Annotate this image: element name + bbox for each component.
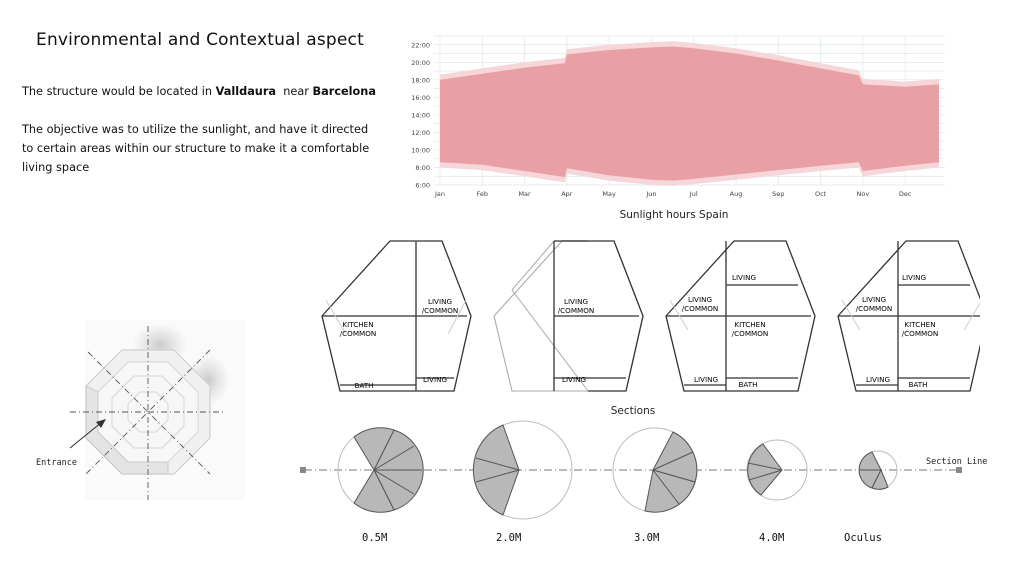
label-bath: BATH: [908, 380, 927, 389]
label-living: LIVING: [902, 273, 926, 282]
chart-bands: [440, 41, 939, 186]
axis-lines: [70, 326, 226, 500]
place-name: Valldaura: [215, 85, 277, 98]
label-living: LIVING: [688, 295, 712, 304]
y-tick-label: 18:00: [411, 76, 430, 84]
y-tick-label: 10:00: [411, 146, 430, 154]
x-tick-label: Feb: [477, 190, 489, 198]
section-0-5m: [337, 427, 424, 513]
city-name: Barcelona: [312, 85, 376, 98]
section-2-0m: [472, 420, 573, 520]
y-tick-label: 20:00: [411, 59, 430, 67]
label-living: LIVING: [428, 297, 452, 306]
section-label: Oculus: [844, 532, 882, 544]
x-axis: Jan Feb Mar Apr May Jun Jul Aug Sep Oct Nov Dec: [434, 190, 912, 198]
label-common: /COMMON: [856, 304, 893, 313]
sections-caption: Sections: [611, 405, 655, 417]
x-tick-label: Oct: [815, 190, 827, 198]
x-tick-label: Sep: [772, 190, 784, 198]
label-living: LIVING: [562, 375, 586, 384]
label-kitchen: KITCHEN: [734, 320, 765, 329]
section-line-end: [956, 467, 962, 473]
label-living: LIVING: [862, 295, 886, 304]
x-tick-label: Jun: [645, 190, 656, 198]
y-tick-label: 14:00: [411, 111, 430, 119]
page-title: Environmental and Contextual aspect: [36, 30, 364, 50]
label-living: LIVING: [732, 273, 756, 282]
section-3-0m: [612, 427, 698, 513]
location-prefix: The structure would be located in: [22, 85, 216, 98]
label-bath: BATH: [738, 380, 757, 389]
label-living: LIVING: [564, 297, 588, 306]
x-tick-label: Mar: [518, 190, 531, 198]
entrance-arrow: [69, 421, 103, 449]
label-common: /COMMON: [682, 304, 719, 313]
sections-diagram: Section Line 0.5M 2.0M 3.0M: [300, 420, 987, 544]
arrow-head-icon: [96, 419, 106, 428]
label-living: LIVING: [866, 375, 890, 384]
label-common: /COMMON: [558, 306, 595, 315]
section-label: 4.0M: [759, 532, 784, 544]
label-kitchen: KITCHEN: [904, 320, 935, 329]
x-tick-label: May: [602, 190, 616, 198]
plan-2: LIVING /COMMON LIVING: [493, 240, 644, 392]
plan-3: LIVING LIVING /COMMON KITCHEN /COMMON LI…: [665, 240, 816, 392]
section-label: 2.0M: [496, 532, 521, 544]
location-middle: near: [276, 85, 313, 98]
y-tick-label: 16:00: [411, 94, 430, 102]
location-text: The structure would be located in Vallda…: [22, 85, 376, 98]
label-common: /COMMON: [902, 329, 939, 338]
floor-plans: LIVING /COMMON KITCHEN /COMMON BATH LIVI…: [321, 240, 980, 417]
x-tick-label: Aug: [730, 190, 743, 198]
plan-4: LIVING LIVING /COMMON KITCHEN /COMMON LI…: [837, 240, 980, 392]
y-axis: 22:00 20:00 18:00 16:00 14:00 12:00 10:00 8:00 6…: [411, 41, 430, 189]
x-tick-label: Nov: [857, 190, 870, 198]
x-tick-label: Apr: [561, 190, 573, 198]
label-common: /COMMON: [732, 329, 769, 338]
section-4-0m: [746, 439, 808, 501]
label-living: LIVING: [694, 375, 718, 384]
daylight-band: [440, 46, 939, 181]
x-tick-label: Jul: [689, 190, 698, 198]
y-tick-label: 22:00: [411, 41, 430, 49]
label-living: LIVING: [423, 375, 447, 384]
site-plan: Entrance: [36, 320, 245, 500]
label-bath: BATH: [354, 381, 373, 390]
chart-caption: Sunlight hours Spain: [620, 209, 729, 221]
label-common: /COMMON: [422, 306, 459, 315]
y-tick-label: 12:00: [411, 129, 430, 137]
x-tick-label: Dec: [899, 190, 912, 198]
entrance-label: Entrance: [36, 458, 77, 468]
objective-text: The objective was to utilize the sunligh…: [22, 123, 370, 174]
section-line-end: [300, 467, 306, 473]
label-common: /COMMON: [340, 329, 377, 338]
y-tick-label: 8:00: [415, 164, 430, 172]
y-tick-label: 6:00: [415, 182, 430, 190]
sunlight-chart: 22:00 20:00 18:00 16:00 14:00 12:00 10:00 8:00 6…: [411, 35, 945, 221]
label-kitchen: KITCHEN: [342, 320, 373, 329]
plan-1: LIVING /COMMON KITCHEN /COMMON BATH LIVI…: [321, 240, 472, 392]
section-label: 3.0M: [634, 532, 659, 544]
section-label: 0.5M: [362, 532, 387, 544]
section-line-label: Section Line: [926, 457, 987, 467]
x-tick-label: Jan: [434, 190, 445, 198]
section-oculus: [858, 450, 898, 490]
